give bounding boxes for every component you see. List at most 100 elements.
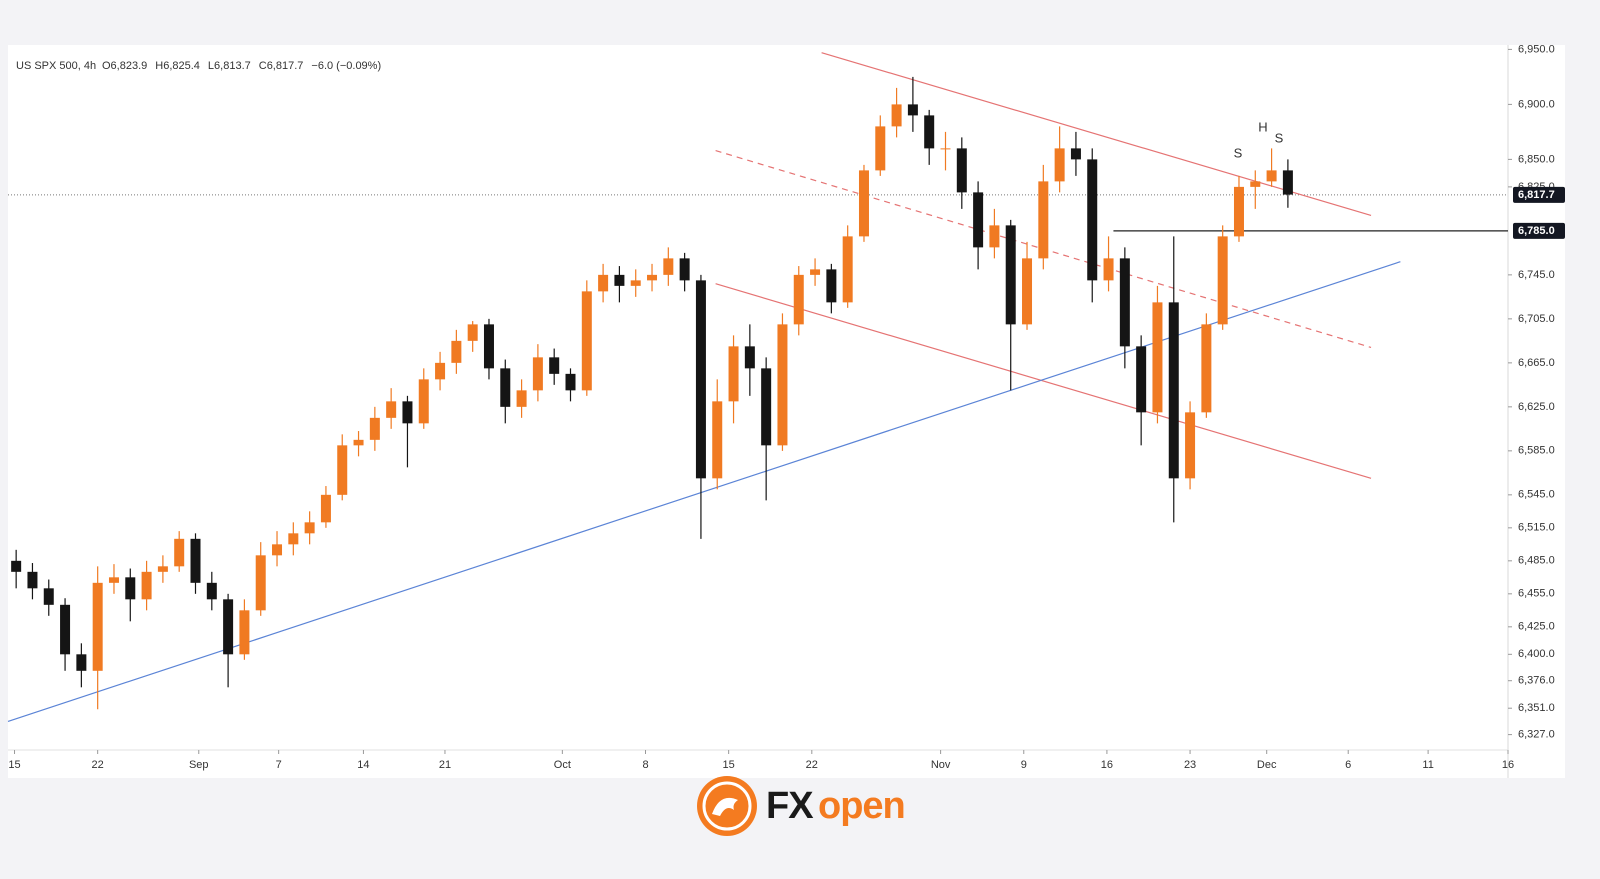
candle-body [11, 560, 22, 572]
candle-body [1054, 148, 1065, 182]
candle-body [174, 538, 185, 567]
candle-body [565, 373, 576, 391]
y-tick-label: 6,625.0 [1518, 401, 1555, 413]
annotation: S [1234, 145, 1243, 160]
y-tick-label: 6,705.0 [1518, 313, 1555, 325]
candle-body [858, 170, 869, 237]
y-tick-label: 6,515.0 [1518, 522, 1555, 534]
candle-body [141, 571, 152, 600]
x-tick-label: 21 [439, 759, 451, 771]
candle-body [989, 225, 1000, 248]
ohlc-value: C6,817.7 [259, 60, 304, 72]
candle-body [907, 104, 918, 116]
candle-body [793, 274, 804, 325]
candle-body [1201, 324, 1212, 413]
candle-body [157, 566, 168, 572]
y-tick-label: 6,900.0 [1518, 98, 1555, 110]
candle-body [451, 340, 462, 363]
candle-body [728, 346, 739, 402]
candle-body [27, 571, 38, 589]
candle-body [761, 368, 772, 446]
candle-body [369, 417, 380, 440]
candle-body [1136, 346, 1147, 413]
candle-body [1282, 170, 1293, 195]
candle-body [532, 357, 543, 391]
candle-body [1070, 148, 1081, 160]
candle-body [744, 346, 755, 369]
candle-body [777, 324, 788, 446]
candle-body [320, 494, 331, 523]
x-tick-label: 16 [1101, 759, 1113, 771]
candle-body [614, 274, 625, 286]
y-tick-label: 6,455.0 [1518, 588, 1555, 600]
candle-body [826, 269, 837, 303]
y-tick-label: 6,425.0 [1518, 621, 1555, 633]
candle-body [206, 582, 217, 600]
logo: FX open [697, 776, 906, 836]
annotation: H [1258, 119, 1267, 134]
candle-body [483, 324, 494, 369]
candle-body [647, 274, 658, 281]
price-badge-label: 6,785.0 [1518, 225, 1555, 237]
candle-body [581, 291, 592, 391]
x-tick-label: 22 [806, 759, 818, 771]
price-badge [1513, 186, 1565, 203]
y-tick-label: 6,745.0 [1518, 269, 1555, 281]
candle-body [663, 258, 674, 275]
x-tick-label: 16 [1502, 759, 1514, 771]
candle-body [239, 610, 250, 655]
x-tick-label: Sep [189, 759, 209, 771]
x-tick-label: 8 [642, 759, 648, 771]
candle-body [125, 577, 136, 600]
x-tick-label: 9 [1021, 759, 1027, 771]
y-tick-label: 6,376.0 [1518, 675, 1555, 687]
candle-body [549, 357, 560, 374]
candle-body [337, 445, 348, 495]
candle-body [435, 362, 446, 380]
candle-body [500, 368, 511, 407]
x-tick-label: Dec [1257, 759, 1277, 771]
candle-body [810, 269, 821, 275]
candle-body [1103, 258, 1114, 281]
candle-body [598, 274, 609, 292]
candle-body [842, 236, 853, 303]
candle-body [467, 324, 478, 341]
candle-body [973, 192, 984, 248]
ohlc-value: H6,825.4 [155, 60, 200, 72]
candle-body [940, 148, 951, 150]
candle-body [272, 544, 283, 556]
price-badge-label: 6,817.7 [1518, 189, 1555, 201]
x-tick-label: 7 [276, 759, 282, 771]
y-tick-label: 6,400.0 [1518, 648, 1555, 660]
candle-body [1119, 258, 1130, 347]
candle-body [875, 126, 886, 171]
y-tick-label: 6,850.0 [1518, 153, 1555, 165]
candle-body [304, 522, 315, 534]
y-tick-label: 6,485.0 [1518, 555, 1555, 567]
ohlc-value: −6.0 (−0.09%) [311, 60, 381, 72]
ohlc-legend: US SPX 500, 4h O6,823.9 H6,825.4 L6,813.7 C… [16, 60, 381, 72]
y-tick-label: 6,545.0 [1518, 489, 1555, 501]
annotation: S [1275, 130, 1284, 145]
candle-body [1087, 159, 1098, 281]
x-tick-label: 6 [1345, 759, 1351, 771]
y-tick-label: 6,950.0 [1518, 43, 1555, 55]
y-tick-label: 6,327.0 [1518, 729, 1555, 741]
x-tick-label: Oct [554, 759, 571, 771]
candle-body [956, 148, 967, 193]
symbol: US SPX 500, 4h [16, 60, 96, 72]
x-tick-label: 22 [92, 759, 104, 771]
x-tick-label: 23 [1184, 759, 1196, 771]
candle-body [516, 390, 527, 407]
x-tick-label: Nov [931, 759, 951, 771]
candle-body [255, 555, 266, 611]
candle-body [288, 533, 299, 545]
logo-fx: FX [766, 785, 814, 827]
y-tick-label: 6,665.0 [1518, 357, 1555, 369]
candle-body [418, 379, 429, 424]
candle-body [1266, 170, 1277, 182]
x-tick-label: 14 [357, 759, 369, 771]
candle-body [76, 654, 87, 671]
candle-body [43, 588, 54, 605]
